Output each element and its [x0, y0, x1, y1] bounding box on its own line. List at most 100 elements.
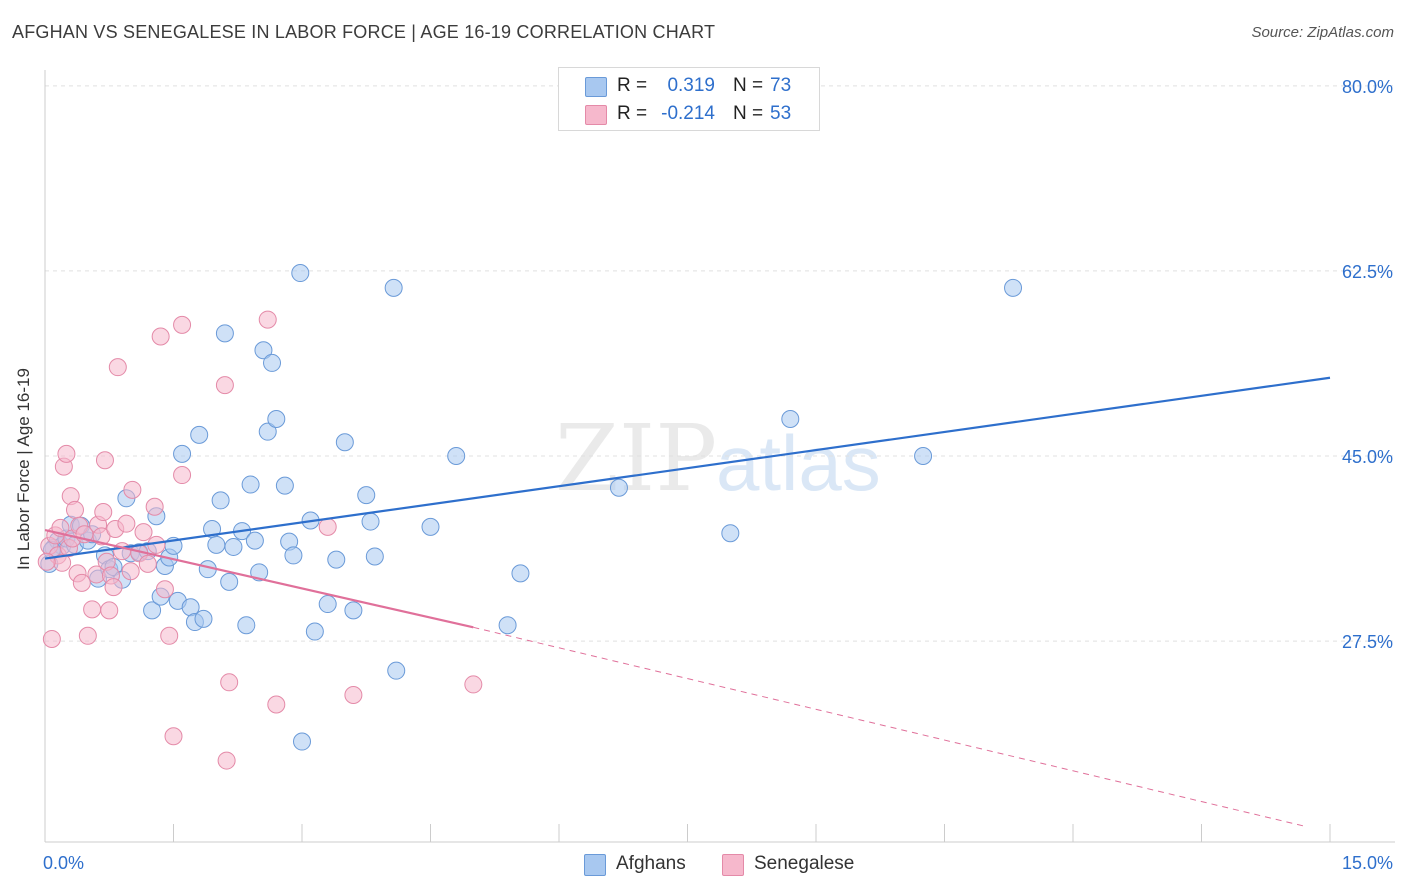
trend-line-afghans	[44, 376, 1331, 560]
data-point-afghans	[254, 341, 273, 360]
data-point-afghans	[1004, 278, 1023, 297]
legend-swatch-senegalese	[722, 854, 744, 876]
data-point-senegalese	[151, 327, 170, 346]
r-label: R =	[617, 75, 648, 96]
data-point-afghans	[215, 324, 234, 343]
data-point-afghans	[190, 425, 209, 444]
data-point-afghans	[498, 616, 517, 635]
data-point-afghans	[387, 661, 406, 680]
data-point-senegalese	[164, 727, 183, 746]
data-point-afghans	[344, 601, 363, 620]
data-point-senegalese	[173, 466, 192, 485]
source-credit: Source: ZipAtlas.com	[1251, 24, 1394, 41]
data-point-senegalese	[258, 310, 277, 329]
data-point-senegalese	[160, 626, 179, 645]
data-point-afghans	[207, 535, 226, 554]
data-point-senegalese	[155, 580, 174, 599]
r-value: -0.214	[661, 103, 715, 124]
y-tick-label: 45.0%	[1342, 447, 1393, 467]
data-point-afghans	[194, 609, 213, 628]
chart-title: AFGHAN VS SENEGALESE IN LABOR FORCE | AG…	[12, 22, 716, 42]
data-point-afghans	[421, 517, 440, 536]
watermark-atlas: atlas	[716, 419, 881, 507]
data-point-senegalese	[138, 554, 157, 573]
data-point-senegalese	[217, 751, 236, 770]
data-point-afghans	[237, 616, 256, 635]
data-point-senegalese	[318, 517, 337, 536]
data-point-afghans	[275, 476, 294, 495]
data-point-senegalese	[37, 552, 56, 571]
n-label: N =	[733, 75, 764, 96]
data-point-afghans	[781, 409, 800, 428]
r-value: 0.319	[667, 75, 715, 96]
data-point-senegalese	[100, 601, 119, 620]
data-point-afghans	[447, 447, 466, 465]
trend-line-senegalese	[44, 528, 474, 629]
data-point-senegalese	[121, 562, 140, 581]
data-point-afghans	[357, 486, 376, 505]
correlation-stats-box: R = 0.319 N = 73 R = -0.214 N = 53	[558, 67, 820, 131]
data-point-senegalese	[104, 578, 123, 597]
senegalese-swatch	[585, 105, 607, 125]
data-point-senegalese	[57, 444, 76, 463]
data-point-senegalese	[220, 673, 239, 692]
data-point-afghans	[211, 491, 230, 510]
data-point-senegalese	[123, 480, 142, 499]
legend-swatch-afghans	[584, 854, 606, 876]
data-point-afghans	[263, 353, 282, 372]
data-point-afghans	[250, 563, 269, 582]
y-tick-label: 62.5%	[1342, 262, 1393, 282]
data-point-senegalese	[95, 451, 114, 470]
y-tick-label: 27.5%	[1342, 632, 1393, 652]
data-point-afghans	[258, 422, 277, 441]
data-point-senegalese	[108, 358, 127, 377]
data-point-senegalese	[173, 315, 192, 334]
data-point-senegalese	[344, 686, 363, 705]
data-point-afghans	[365, 547, 384, 566]
data-point-afghans	[267, 409, 286, 428]
data-point-senegalese	[145, 497, 164, 516]
y-axis-label: In Labor Force | Age 16-19	[14, 368, 33, 570]
data-point-senegalese	[65, 500, 84, 519]
x-tick-label-max: 15.0%	[1342, 853, 1393, 873]
x-tick-label-min: 0.0%	[43, 853, 84, 873]
n-label: N =	[733, 103, 764, 124]
stats-row-senegalese: R = -0.214 N = 53	[559, 100, 819, 128]
data-point-afghans	[609, 478, 628, 497]
n-value: 53	[770, 103, 792, 124]
data-point-afghans	[291, 264, 310, 283]
data-point-afghans	[143, 601, 162, 620]
data-point-afghans	[361, 512, 380, 531]
data-point-senegalese	[94, 503, 113, 522]
data-point-senegalese	[134, 523, 153, 542]
stats-row-afghans: R = 0.319 N = 73	[559, 72, 819, 100]
y-tick-label: 80.0%	[1342, 77, 1393, 97]
data-point-afghans	[335, 433, 354, 452]
data-point-senegalese	[215, 376, 234, 395]
data-point-afghans	[173, 444, 192, 463]
data-point-afghans	[284, 546, 303, 565]
data-point-senegalese	[83, 600, 102, 619]
data-point-senegalese	[117, 514, 136, 533]
data-point-afghans	[511, 564, 530, 583]
data-point-senegalese	[42, 629, 61, 648]
data-point-afghans	[224, 537, 243, 556]
data-point-senegalese	[464, 675, 483, 694]
legend-label-afghans: Afghans	[616, 853, 686, 874]
watermark-zip: ZIP	[555, 405, 717, 512]
trend-line-extension-senegalese	[473, 626, 1305, 827]
r-label: R =	[617, 103, 648, 124]
data-point-afghans	[293, 732, 311, 751]
data-point-afghans	[914, 447, 933, 465]
data-point-afghans	[384, 278, 403, 297]
data-point-senegalese	[92, 527, 111, 546]
data-point-afghans	[305, 622, 324, 641]
n-value: 73	[770, 75, 792, 96]
data-point-afghans	[721, 524, 740, 543]
data-point-afghans	[327, 550, 346, 569]
data-point-afghans	[245, 531, 264, 550]
data-point-senegalese	[78, 626, 97, 645]
legend-label-senegalese: Senegalese	[754, 853, 855, 874]
data-point-afghans	[241, 475, 260, 494]
data-point-senegalese	[267, 695, 286, 714]
